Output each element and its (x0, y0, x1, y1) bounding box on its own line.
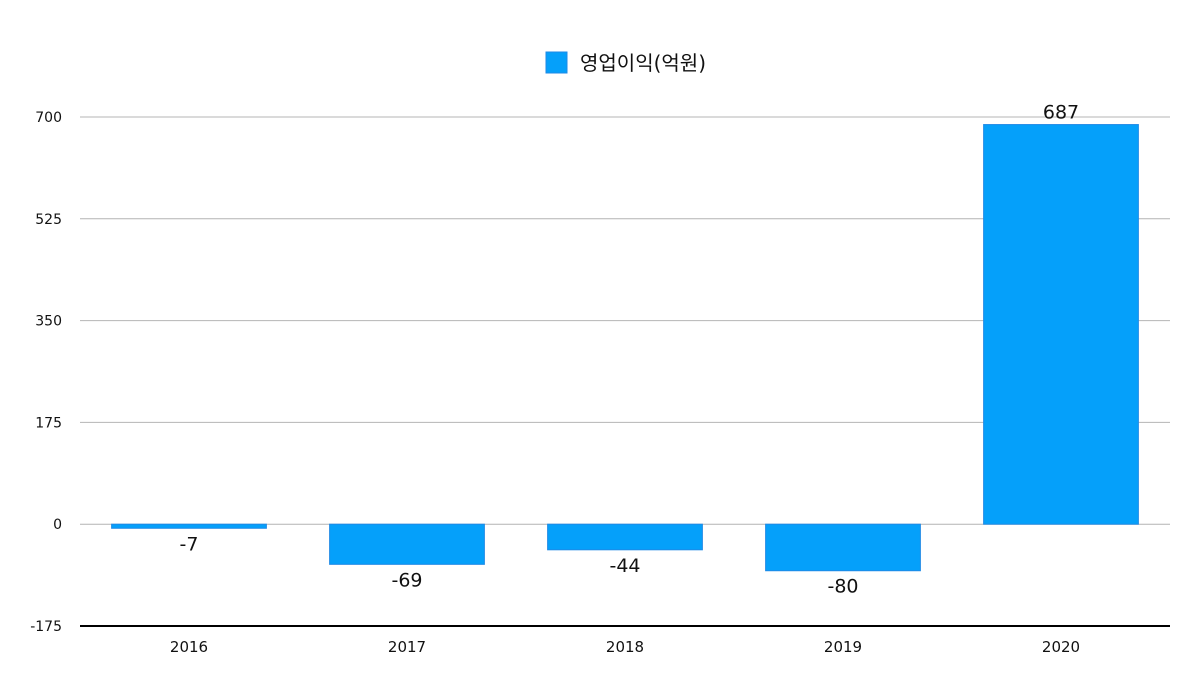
data-labels: -7 -69 -44 -80 687 (180, 102, 1080, 598)
x-tick-label: 2020 (1042, 638, 1080, 656)
bar (329, 523, 485, 565)
y-axis-tick-labels: 700 525 350 175 0 -175 (30, 110, 62, 635)
legend-label: 영업이익(억원) (580, 51, 706, 75)
y-tick-label: 350 (35, 314, 62, 330)
x-tick-label: 2018 (606, 638, 644, 656)
legend-swatch (545, 51, 568, 74)
y-tick-label: -175 (30, 619, 62, 635)
y-tick-label: 525 (35, 212, 62, 228)
x-tick-label: 2019 (824, 638, 862, 656)
legend: 영업이익(억원) (545, 51, 706, 75)
x-tick-label: 2016 (170, 638, 208, 656)
data-label: -44 (609, 555, 640, 577)
data-label: -7 (180, 533, 199, 555)
bar (547, 523, 703, 551)
x-axis-tick-labels: 2016 2017 2018 2019 2020 (170, 638, 1080, 656)
bar (111, 523, 267, 529)
data-label: -80 (827, 576, 858, 598)
bars (111, 124, 1139, 572)
bar (983, 124, 1139, 525)
data-label: 687 (1043, 102, 1079, 124)
x-tick-label: 2017 (388, 638, 426, 656)
y-tick-label: 0 (53, 517, 62, 533)
y-tick-label: 175 (35, 415, 62, 431)
bar (765, 523, 921, 572)
data-label: -69 (391, 569, 422, 591)
y-tick-label: 700 (35, 110, 62, 126)
